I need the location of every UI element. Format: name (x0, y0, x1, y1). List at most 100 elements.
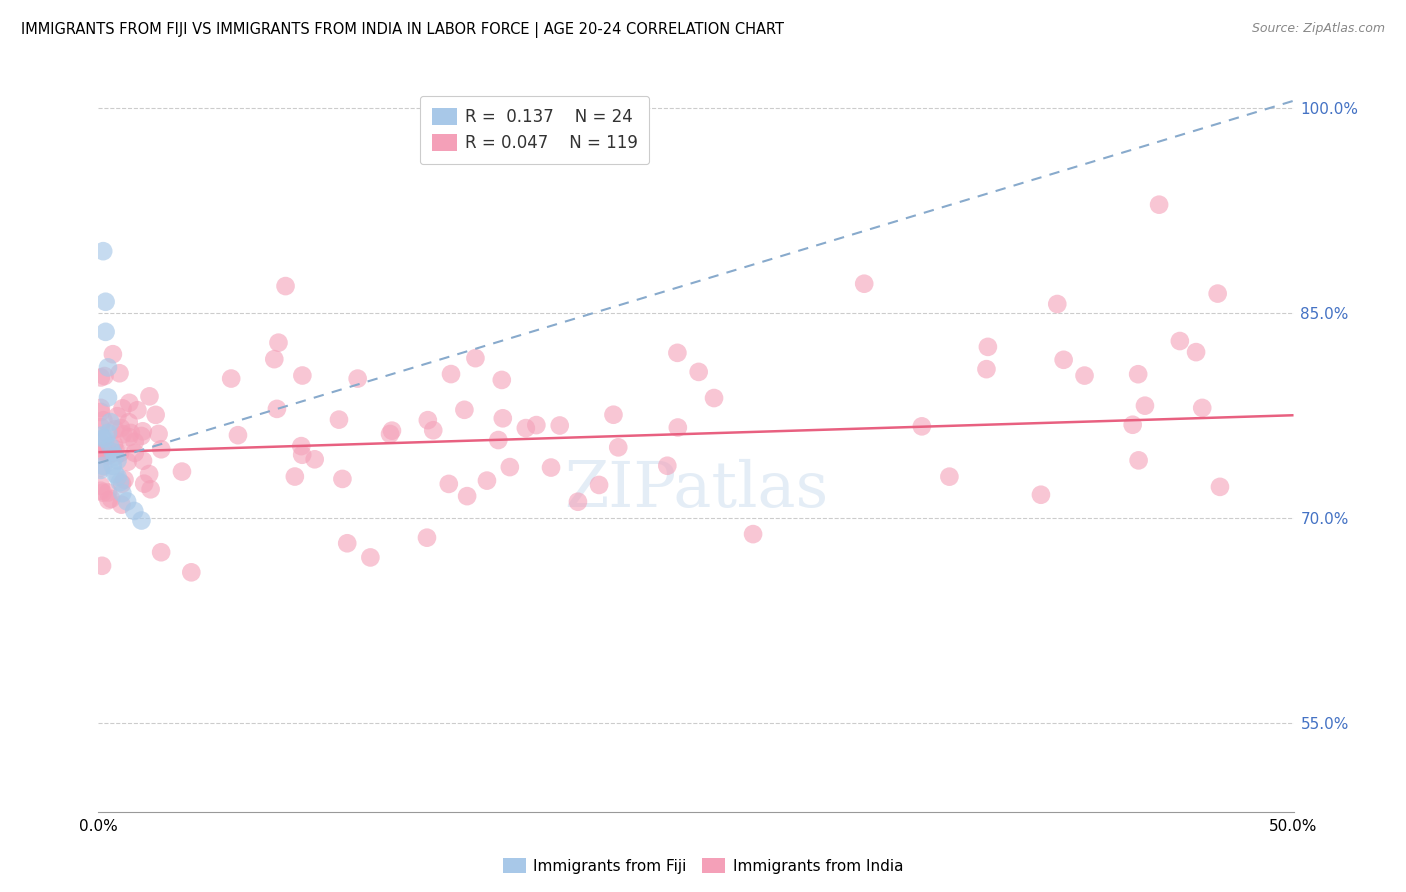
Point (456, 489, 478, 503)
Point (139, 483, 162, 497)
Point (118, 396, 141, 410)
Point (499, 460, 522, 475)
Point (1185, 345, 1208, 359)
Point (90, 479, 112, 493)
Point (111, 486, 134, 500)
Point (332, 472, 354, 486)
Point (98, 415, 122, 429)
Point (170, 465, 193, 479)
Point (180, 566, 202, 580)
Point (378, 426, 401, 441)
Point (491, 373, 513, 387)
Point (291, 368, 314, 383)
Point (1206, 286, 1229, 301)
Point (381, 424, 404, 438)
Point (291, 448, 314, 462)
Point (97, 493, 120, 508)
Point (440, 367, 463, 381)
Point (91, 432, 114, 446)
Point (437, 477, 460, 491)
Point (453, 402, 475, 417)
Point (524, 418, 547, 433)
Point (120, 425, 142, 440)
Point (104, 442, 127, 457)
Point (1122, 417, 1144, 432)
Point (108, 366, 131, 380)
Point (110, 421, 132, 435)
Point (328, 412, 350, 426)
Point (1046, 297, 1069, 311)
Point (977, 340, 1000, 354)
Text: Source: ZipAtlas.com: Source: ZipAtlas.com (1251, 22, 1385, 36)
Point (118, 430, 141, 444)
Point (416, 531, 439, 545)
Point (138, 467, 160, 481)
Point (1073, 368, 1095, 383)
Point (703, 391, 725, 405)
Point (492, 411, 515, 425)
Point (101, 347, 124, 361)
Point (131, 514, 153, 528)
Point (90, 405, 112, 419)
Point (91, 244, 114, 259)
Legend: R =  0.137    N = 24, R = 0.047    N = 119: R = 0.137 N = 24, R = 0.047 N = 119 (420, 96, 650, 164)
Point (588, 478, 610, 492)
Point (131, 429, 153, 443)
Point (1126, 368, 1149, 382)
Point (464, 351, 486, 366)
Point (105, 409, 128, 424)
Point (548, 418, 571, 433)
Point (267, 335, 290, 350)
Point (1209, 480, 1232, 494)
Point (91, 444, 114, 458)
Point (90, 460, 112, 475)
Point (111, 476, 134, 491)
Point (148, 426, 170, 441)
Point (150, 545, 173, 559)
Point (742, 527, 765, 541)
Point (91, 458, 114, 473)
Point (666, 420, 689, 434)
Point (107, 453, 129, 467)
Point (124, 434, 146, 449)
Point (104, 422, 127, 436)
Point (938, 469, 960, 483)
Point (114, 473, 136, 487)
Point (266, 401, 288, 416)
Point (688, 365, 710, 379)
Point (103, 437, 125, 451)
Point (540, 460, 562, 475)
Point (101, 445, 124, 459)
Point (150, 442, 173, 457)
Point (486, 433, 509, 447)
Point (475, 474, 498, 488)
Point (911, 419, 934, 434)
Point (90, 463, 112, 477)
Point (97, 443, 120, 458)
Point (304, 452, 326, 467)
Point (145, 408, 167, 422)
Point (97, 360, 120, 375)
Point (111, 401, 134, 416)
Point (97, 485, 120, 500)
Text: IMMIGRANTS FROM FIJI VS IMMIGRANTS FROM INDIA IN LABOR FORCE | AGE 20-24 CORRELA: IMMIGRANTS FROM FIJI VS IMMIGRANTS FROM … (21, 22, 785, 38)
Point (607, 440, 630, 454)
Point (97, 449, 120, 463)
Point (124, 446, 146, 460)
Point (91, 558, 114, 573)
Point (98, 440, 122, 454)
Point (115, 494, 138, 508)
Point (107, 469, 129, 483)
Point (138, 389, 160, 403)
Point (226, 428, 249, 442)
Point (90, 370, 112, 384)
Point (90, 401, 112, 415)
Point (108, 475, 131, 490)
Point (97, 391, 120, 405)
Point (104, 467, 127, 481)
Point (132, 425, 155, 439)
Text: ZIPatlas: ZIPatlas (564, 459, 828, 520)
Point (1052, 352, 1074, 367)
Point (132, 454, 155, 468)
Point (94, 325, 117, 339)
